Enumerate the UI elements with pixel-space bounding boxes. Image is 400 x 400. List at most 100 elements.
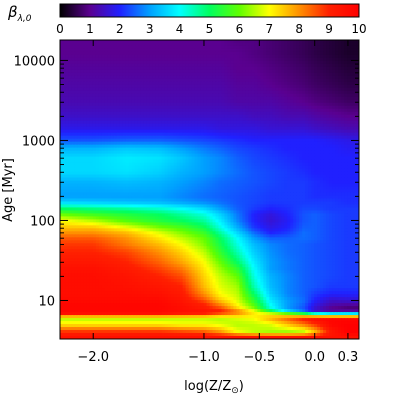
heatmap-cell — [290, 48, 294, 53]
heatmap-cell — [188, 108, 193, 113]
heatmap-cell — [275, 120, 279, 125]
heatmap-cell — [206, 99, 211, 104]
heatmap-cell — [293, 42, 297, 47]
heatmap-cell — [275, 105, 279, 110]
heatmap-cell — [143, 87, 148, 92]
heatmap-cell — [224, 72, 229, 77]
heatmap-cell — [146, 111, 151, 116]
heatmap-cell — [215, 45, 220, 50]
heatmap-cell — [161, 51, 166, 56]
heatmap-cell — [134, 87, 139, 92]
heatmap-cell — [215, 51, 220, 56]
heatmap-cell — [248, 57, 252, 62]
heatmap-cell — [314, 60, 318, 65]
heatmap-cell — [164, 111, 169, 116]
heatmap-cell — [77, 99, 82, 104]
heatmap-cell — [143, 54, 148, 59]
heatmap-cell — [113, 123, 118, 128]
heatmap-cell — [191, 105, 196, 110]
heatmap-cell — [311, 75, 315, 80]
heatmap-cell — [158, 90, 163, 95]
heatmap-cell — [104, 129, 109, 134]
heatmap-cell — [206, 69, 211, 74]
heatmap-cell — [344, 42, 348, 47]
heatmap-cell — [80, 120, 85, 125]
heatmap-cell — [137, 120, 142, 125]
heatmap-cell — [350, 81, 354, 86]
heatmap-cell — [215, 117, 220, 122]
heatmap-cell — [329, 123, 333, 128]
heatmap-cell — [329, 69, 333, 74]
heatmap-cell — [152, 126, 157, 131]
heatmap-cell — [314, 48, 318, 53]
heatmap-cell — [281, 111, 285, 116]
heatmap-cell — [182, 72, 187, 77]
heatmap-cell — [224, 40, 229, 44]
heatmap-cell — [242, 111, 246, 116]
heatmap-cell — [101, 126, 106, 131]
heatmap-cell — [194, 90, 199, 95]
heatmap-cell — [116, 72, 121, 77]
heatmap-cell — [185, 63, 190, 68]
colorbar-label-subscript: λ,0 — [17, 14, 32, 24]
heatmap-cell — [302, 66, 306, 71]
heatmap-cell — [347, 48, 351, 53]
heatmap-cell — [68, 57, 73, 62]
heatmap-cell — [338, 123, 342, 128]
heatmap-cell — [203, 66, 208, 71]
heatmap-cell — [251, 108, 255, 113]
heatmap-cell — [149, 114, 154, 119]
heatmap-cell — [233, 45, 238, 50]
heatmap-cell — [344, 63, 348, 68]
heatmap-cell — [332, 108, 336, 113]
heatmap-cell — [203, 84, 208, 89]
heatmap-cell — [350, 114, 354, 119]
heatmap-cell — [230, 123, 235, 128]
heatmap-cell — [320, 48, 324, 53]
heatmap-cell — [149, 102, 154, 107]
heatmap-cell — [173, 120, 178, 125]
heatmap-cell — [278, 72, 282, 77]
heatmap-cell — [155, 129, 160, 134]
heatmap-cell — [242, 54, 246, 59]
heatmap-cell — [254, 96, 258, 101]
heatmap-cell — [122, 48, 127, 53]
heatmap-cell — [98, 132, 103, 137]
heatmap-cell — [83, 81, 88, 86]
heatmap-cell — [212, 51, 217, 56]
heatmap-cell — [314, 57, 318, 62]
heatmap-cell — [128, 108, 133, 113]
heatmap-cell — [296, 57, 300, 62]
heatmap-cell — [248, 72, 252, 77]
heatmap-cell — [137, 84, 142, 89]
heatmap-cell — [158, 40, 163, 44]
heatmap-cell — [110, 117, 115, 122]
heatmap-cell — [305, 90, 309, 95]
heatmap-cell — [188, 60, 193, 65]
heatmap-cell — [353, 51, 357, 56]
heatmap-cell — [284, 126, 288, 131]
heatmap-cell — [179, 78, 184, 83]
heatmap-cell — [353, 48, 357, 53]
heatmap-cell — [347, 87, 351, 92]
heatmap-cell — [224, 96, 229, 101]
heatmap-cell — [320, 126, 324, 131]
heatmap-cell — [356, 48, 359, 53]
heatmap-cell — [332, 129, 336, 134]
heatmap-cell — [356, 126, 359, 131]
heatmap-cell — [266, 117, 270, 122]
heatmap-cell — [320, 114, 324, 119]
heatmap-cell — [302, 126, 306, 131]
heatmap-cell — [155, 69, 160, 74]
heatmap-cell — [227, 111, 232, 116]
heatmap-cell — [140, 114, 145, 119]
heatmap-cell — [245, 78, 249, 83]
heatmap-cell — [239, 93, 243, 98]
heatmap-cell — [272, 102, 276, 107]
heatmap-cell — [230, 99, 235, 104]
heatmap-cell — [152, 99, 157, 104]
heatmap-cell — [188, 63, 193, 68]
heatmap-cell — [242, 108, 246, 113]
heatmap-cell — [131, 117, 136, 122]
heatmap-cell — [221, 114, 226, 119]
